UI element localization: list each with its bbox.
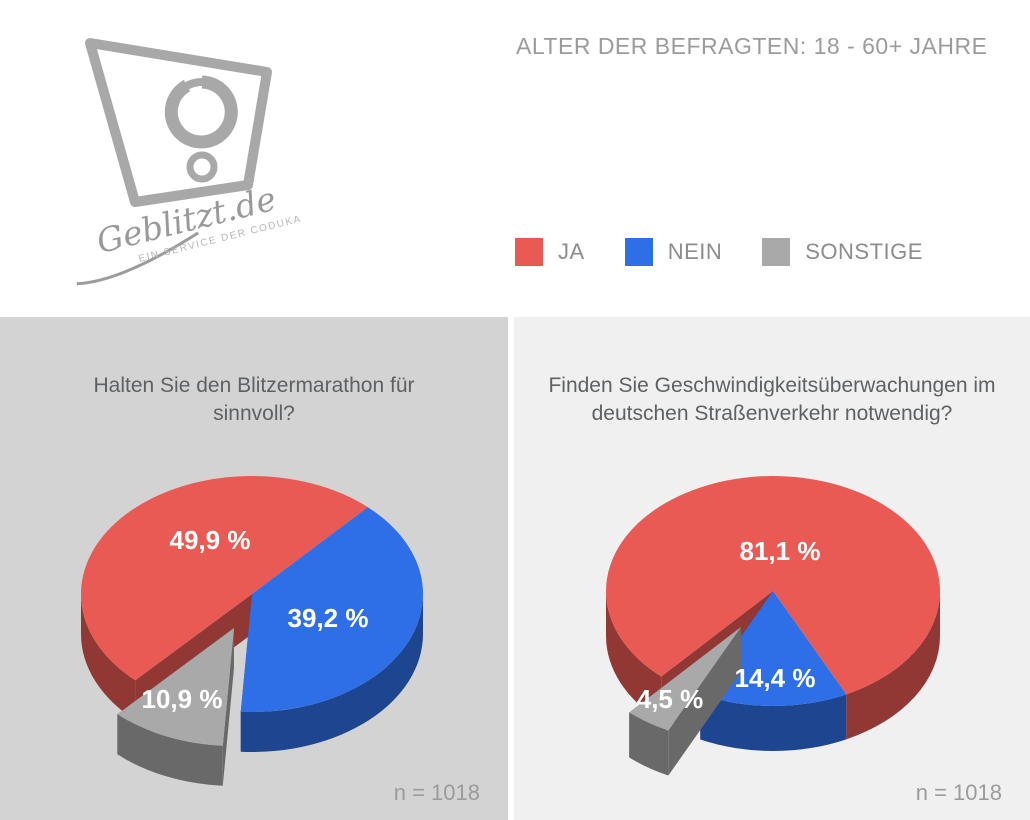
legend-label-ja: JA bbox=[558, 239, 585, 264]
camera-lens-shade-icon bbox=[164, 75, 238, 149]
header: Geblitzt.de EIN SERVICE DER CODUKA ALTER… bbox=[0, 0, 1030, 317]
slice-value-label-ja: 81,1 % bbox=[740, 536, 821, 566]
slice-value-label-sonstige: 4,5 % bbox=[637, 684, 704, 714]
pie-slice-sonstige bbox=[629, 627, 741, 776]
chart-title-blitzermarathon: Halten Sie den Blitzermarathon für sinnv… bbox=[93, 374, 415, 425]
geblitzt-logo: Geblitzt.de EIN SERVICE DER CODUKA bbox=[76, 38, 303, 286]
legend-item-ja: JA bbox=[515, 238, 585, 266]
sample-size-note: n = 1018 bbox=[393, 780, 480, 805]
pie-slice-sonstige bbox=[117, 628, 234, 786]
chart-panel-geschwindigkeitsueberwachung: Finden Sie Geschwindigkeitsüberwachungen… bbox=[514, 317, 1030, 820]
pie-chart-blitzermarathon: 49,9 % 39,2 % 10,9 % bbox=[80, 475, 424, 786]
legend-label-nein: NEIN bbox=[667, 239, 723, 264]
pie-chart-geschwindigkeitsueberwachung: 81,1 % 14,4 % 4,5 % bbox=[606, 476, 940, 776]
slice-value-label-sonstige: 10,9 % bbox=[142, 684, 223, 714]
slice-value-label-nein: 39,2 % bbox=[288, 603, 369, 633]
chart-title-geschwindigkeitsueberwachung: Finden Sie Geschwindigkeitsüberwachungen… bbox=[548, 374, 996, 425]
legend-item-nein: NEIN bbox=[624, 238, 723, 266]
slice-value-label-ja: 49,9 % bbox=[170, 525, 251, 555]
chart-panel-blitzermarathon: Halten Sie den Blitzermarathon für sinnv… bbox=[0, 317, 508, 820]
legend-label-sonstige: SONSTIGE bbox=[805, 239, 923, 264]
legend-item-sonstige: SONSTIGE bbox=[762, 238, 923, 266]
legend: JA NEIN SONSTIGE bbox=[515, 238, 923, 266]
pie-slice-nein bbox=[240, 507, 424, 752]
sample-size-note: n = 1018 bbox=[915, 780, 1002, 805]
speed-camera-sign-icon bbox=[85, 38, 272, 207]
legend-swatch-sonstige bbox=[762, 238, 791, 266]
logo-swash bbox=[76, 231, 199, 286]
page-title: ALTER DER BEFRAGTEN: 18 - 60+ JAHRE bbox=[516, 33, 988, 59]
legend-swatch-nein bbox=[624, 238, 653, 266]
camera-flash-icon bbox=[186, 151, 218, 183]
legend-swatch-ja bbox=[515, 238, 543, 266]
chart-panels: Halten Sie den Blitzermarathon für sinnv… bbox=[0, 317, 1030, 820]
slice-value-label-nein: 14,4 % bbox=[735, 663, 816, 693]
